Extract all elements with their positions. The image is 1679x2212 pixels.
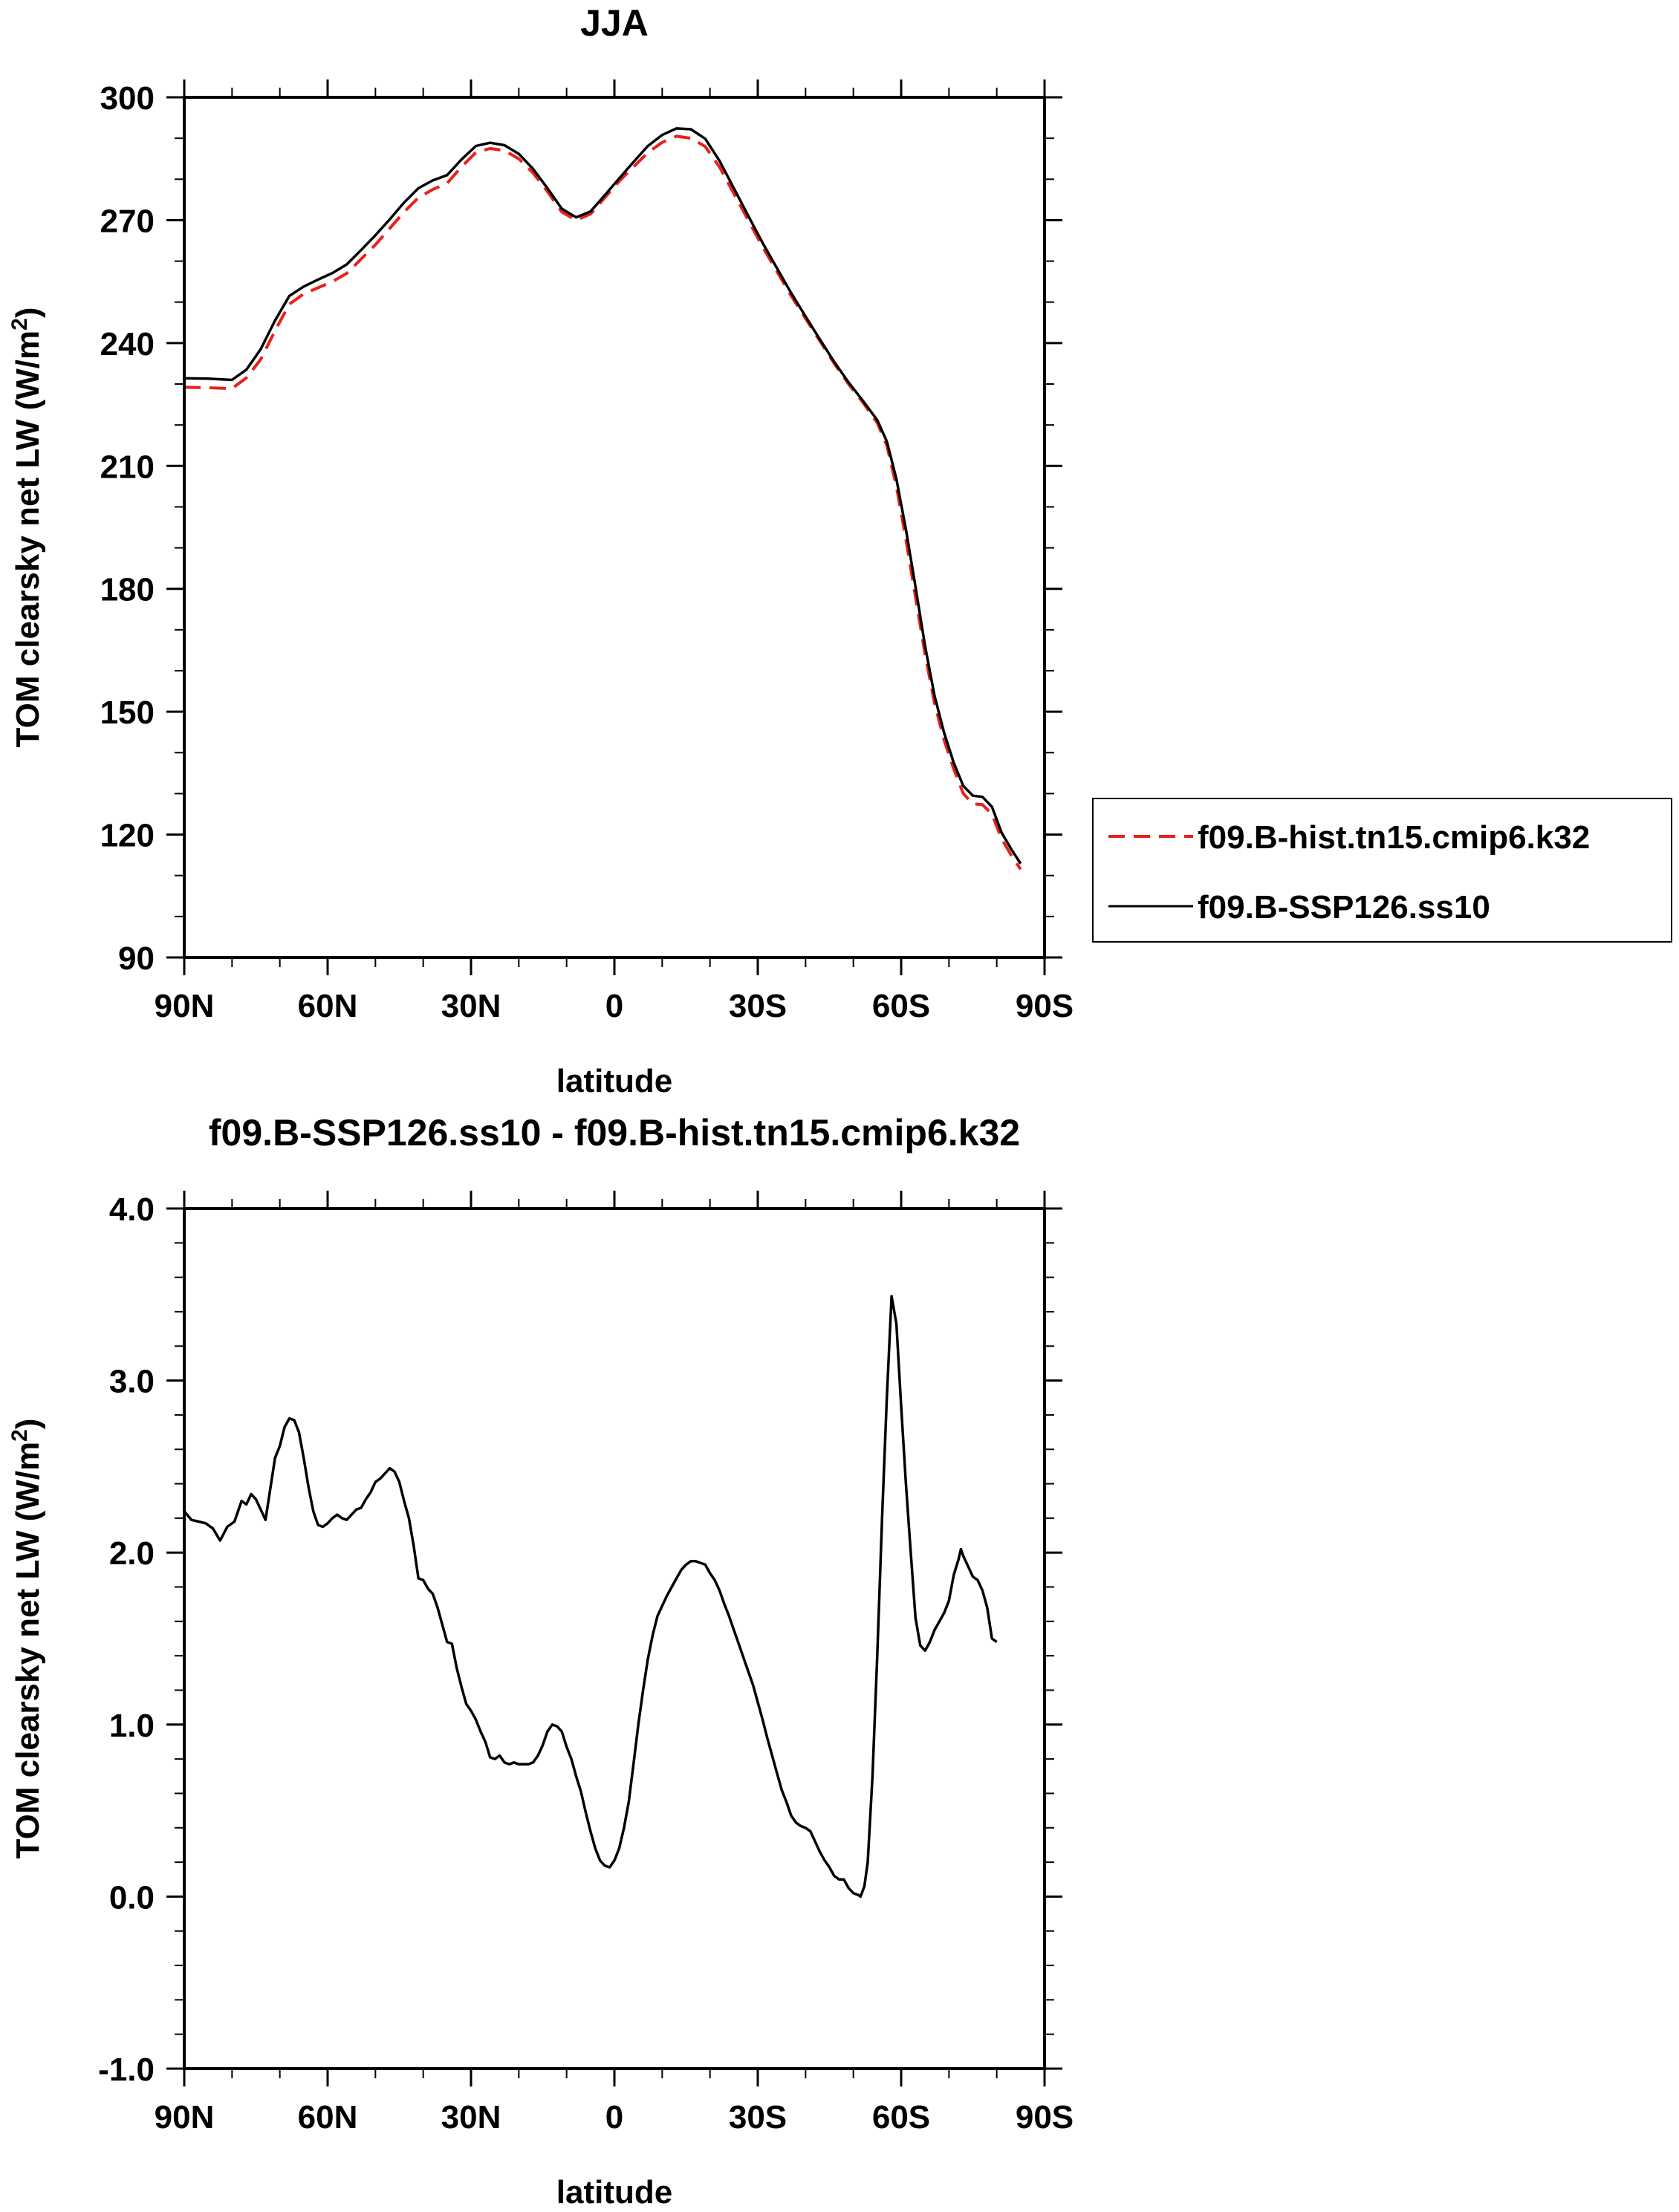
bottom-chart-xlabel: latitude — [556, 2174, 672, 2211]
series-line-solid — [184, 127, 1022, 865]
x-tick-label: 0 — [605, 2099, 623, 2135]
top-chart-xlabel: latitude — [556, 1063, 672, 1099]
bottom-chart-frame — [183, 1207, 1046, 2070]
y-tick-label: 90 — [118, 940, 155, 977]
x-tick-label: 30S — [729, 988, 787, 1024]
x-tick-label: 60N — [298, 2099, 358, 2135]
y-tick-label: 2.0 — [109, 1535, 155, 1572]
top-chart-ylabel: TOM clearsky net LW (W/m2) — [7, 308, 46, 748]
y-tick-label: 0.0 — [109, 1879, 155, 1916]
x-tick-label: 30S — [729, 2099, 787, 2135]
series-line-solid — [183, 1295, 998, 1899]
x-tick-label: 60N — [298, 988, 358, 1024]
top-chart-frame — [183, 96, 1046, 959]
x-tick-label: 90N — [155, 988, 215, 1024]
bottom-chart-title: f09.B-SSP126.ss10 - f09.B-hist.tn15.cmip… — [209, 1112, 1020, 1154]
legend-label-ssp: f09.B-SSP126.ss10 — [1198, 889, 1490, 926]
x-tick-label: 90S — [1016, 2099, 1074, 2135]
top-chart-panel: JJA 90N 60N 30N 0 30S 60S 90S 90 120 150 180 210 240… — [7, 2, 1672, 1099]
x-tick-label: 30N — [441, 2099, 501, 2135]
y-tick-label: 150 — [100, 694, 155, 731]
x-tick-label: 90N — [155, 2099, 215, 2135]
bottom-chart-panel: f09.B-SSP126.ss10 - f09.B-hist.tn15.cmip… — [7, 1112, 1074, 2211]
bottom-chart-series — [183, 1295, 998, 1899]
y-tick-label: 120 — [100, 818, 155, 854]
x-tick-label: 90S — [1016, 988, 1074, 1024]
x-tick-label: 30N — [441, 988, 501, 1024]
y-tick-label: 240 — [100, 326, 155, 362]
x-tick-label: 60S — [872, 2099, 930, 2135]
y-tick-label: -1.0 — [98, 2052, 155, 2088]
top-chart-series — [184, 127, 1022, 871]
legend: f09.B-hist.tn15.cmip6.k32 f09.B-SSP126.s… — [1092, 798, 1672, 943]
legend-box — [1092, 798, 1672, 943]
x-tick-label: 0 — [605, 988, 623, 1024]
y-tick-label: 3.0 — [109, 1364, 155, 1400]
series-line-dashed — [184, 134, 1022, 871]
legend-label-hist: f09.B-hist.tn15.cmip6.k32 — [1198, 819, 1590, 856]
top-chart-title: JJA — [580, 2, 649, 44]
y-tick-label: 1.0 — [109, 1708, 155, 1744]
bottom-chart-ylabel: TOM clearsky net LW (W/m2) — [7, 1419, 46, 1859]
y-tick-label: 300 — [100, 80, 155, 117]
y-tick-label: 180 — [100, 572, 155, 608]
y-tick-label: 270 — [100, 203, 155, 239]
bottom-chart-ticks: 90N 60N 30N 0 30S 60S 90S -1.0 0.0 1.0 2.0 3.0 4.0 — [98, 1191, 1074, 2135]
x-tick-label: 60S — [872, 988, 930, 1024]
y-tick-label: 4.0 — [109, 1191, 155, 1228]
y-tick-label: 210 — [100, 449, 155, 485]
top-chart-ticks: 90N 60N 30N 0 30S 60S 90S 90 120 150 180 210 240 270 3… — [100, 79, 1074, 1024]
